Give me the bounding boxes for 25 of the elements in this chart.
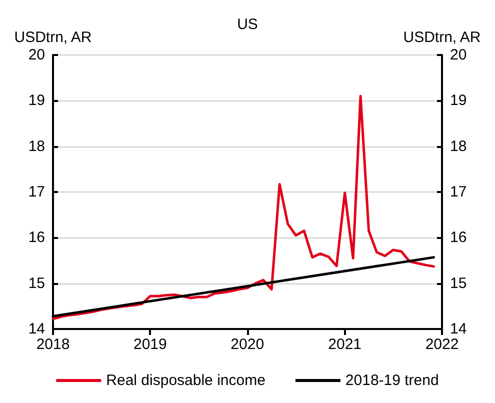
- y2-tick-label: 16: [450, 229, 467, 246]
- y-axis-title: USDtrn, AR: [14, 29, 92, 46]
- line-series: [52, 94, 435, 320]
- y2-tick-label: 15: [450, 274, 467, 292]
- y-tick-label: 15: [28, 274, 45, 292]
- y-tick-label: 18: [28, 138, 45, 155]
- legend-label: 2018-19 trend: [345, 372, 439, 389]
- y2-tick-label: 19: [450, 92, 467, 110]
- x-tick-label: 2022: [425, 336, 459, 353]
- legend-label: Real disposable income: [106, 372, 266, 389]
- y2-tick-label: 14: [450, 320, 467, 338]
- y-tick-label: 17: [28, 184, 45, 200]
- y-tick-label: 14: [28, 320, 45, 338]
- x-tick-label: 2019: [133, 336, 167, 353]
- x-tick-label: 2018: [36, 336, 70, 353]
- y-tick-label: 16: [28, 229, 45, 246]
- x-tick-label: 2020: [230, 336, 264, 353]
- y2-tick-label: 17: [450, 184, 467, 200]
- y2-tick-label: 20: [450, 46, 467, 64]
- x-tick-label: 2021: [328, 336, 362, 353]
- y2-axis-title: USDtrn, AR: [403, 29, 481, 46]
- y-tick-label: 19: [28, 92, 45, 110]
- y2-tick-label: 18: [450, 138, 467, 155]
- chart-title: US: [237, 16, 258, 33]
- y-tick-label: 20: [28, 46, 45, 64]
